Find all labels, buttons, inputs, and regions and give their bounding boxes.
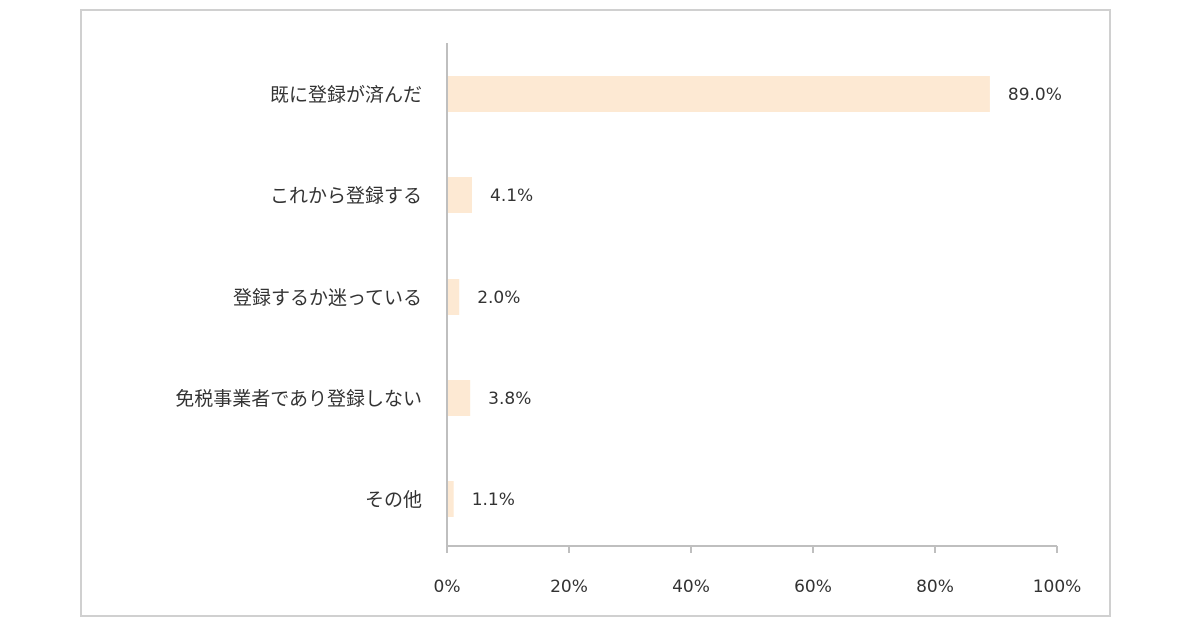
value-label-5: 1.1% xyxy=(472,490,515,510)
labels-group: 既に登録が済んだ 89.0% これから登録する 4.1% 登録するか迷っている 2.0% 免… xyxy=(175,84,1081,597)
value-label-1: 89.0% xyxy=(1008,85,1062,105)
bars-group xyxy=(448,76,990,517)
value-label-4: 3.8% xyxy=(488,389,531,409)
axis-group xyxy=(446,43,1058,553)
bar-3 xyxy=(448,279,460,315)
category-label-1: 既に登録が済んだ xyxy=(270,84,422,106)
x-tick-label-1: 20% xyxy=(550,577,588,597)
value-label-2: 4.1% xyxy=(490,186,533,206)
x-tick-label-5: 100% xyxy=(1033,577,1082,597)
category-label-4: 免税事業者であり登録しない xyxy=(175,388,422,410)
category-label-3: 登録するか迷っている xyxy=(233,287,422,309)
x-tick-label-2: 40% xyxy=(672,577,710,597)
bar-2 xyxy=(448,177,473,213)
value-label-3: 2.0% xyxy=(477,288,520,308)
bar-4 xyxy=(448,380,471,416)
bar-5 xyxy=(448,481,454,517)
category-label-5: その他 xyxy=(365,489,422,511)
category-label-2: これから登録する xyxy=(270,185,422,207)
x-tick-label-3: 60% xyxy=(794,577,832,597)
x-tick-label-0: 0% xyxy=(434,577,461,597)
bar-1 xyxy=(448,76,990,112)
x-tick-label-4: 80% xyxy=(916,577,954,597)
